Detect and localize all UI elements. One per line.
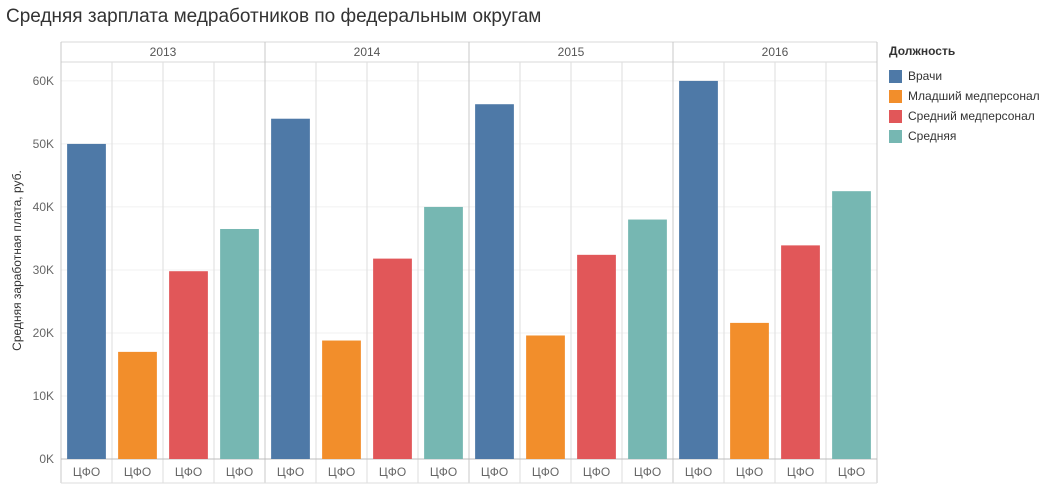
category-label: ЦФО — [277, 465, 304, 479]
legend-item-average[interactable]: Средняя — [889, 126, 1040, 146]
bar — [628, 219, 667, 459]
category-label: ЦФО — [175, 465, 202, 479]
y-tick-label: 10K — [33, 389, 54, 403]
legend-item-mid-staff[interactable]: Средний медперсонал — [889, 106, 1040, 126]
chart-title: Средняя зарплата медработников по федера… — [6, 6, 542, 27]
category-label: ЦФО — [583, 465, 610, 479]
category-label: ЦФО — [328, 465, 355, 479]
category-label: ЦФО — [838, 465, 865, 479]
y-tick-label: 20K — [33, 326, 54, 340]
category-label: ЦФО — [73, 465, 100, 479]
legend-swatch — [889, 109, 902, 123]
year-header: 2013 — [150, 45, 177, 59]
bar — [322, 340, 361, 459]
bar — [730, 322, 769, 459]
bar — [271, 118, 310, 459]
category-label: ЦФО — [685, 465, 712, 479]
bar — [475, 104, 514, 459]
year-header: 2015 — [558, 45, 585, 59]
legend-item-junior-staff[interactable]: Младший медперсонал — [889, 86, 1040, 106]
bar — [832, 191, 871, 459]
category-label: ЦФО — [532, 465, 559, 479]
legend-swatch — [889, 69, 902, 83]
legend-label: Средний медперсонал — [908, 109, 1035, 123]
legend[interactable]: Должность Врачи Младший медперсонал Сред… — [889, 44, 1040, 146]
bar — [781, 245, 820, 459]
bar — [220, 228, 259, 459]
legend-label: Врачи — [908, 69, 943, 83]
bar — [373, 258, 412, 459]
y-tick-label: 50K — [33, 137, 54, 151]
category-label: ЦФО — [481, 465, 508, 479]
bar — [526, 335, 565, 459]
bar — [577, 254, 616, 459]
category-label: ЦФО — [430, 465, 457, 479]
legend-label: Средняя — [908, 129, 957, 143]
year-header: 2016 — [762, 45, 789, 59]
y-tick-label: 60K — [33, 74, 54, 88]
category-label: ЦФО — [226, 465, 253, 479]
legend-item-doctors[interactable]: Врачи — [889, 66, 1040, 86]
legend-swatch — [889, 129, 902, 143]
legend-label: Младший медперсонал — [908, 89, 1040, 103]
legend-title: Должность — [889, 44, 956, 58]
category-label: ЦФО — [379, 465, 406, 479]
bar — [424, 206, 463, 459]
legend-swatch — [889, 89, 902, 103]
y-tick-label: 30K — [33, 263, 54, 277]
bar — [67, 143, 106, 459]
category-label: ЦФО — [124, 465, 151, 479]
bar — [169, 271, 208, 459]
y-tick-label: 40K — [33, 200, 54, 214]
bar — [118, 351, 157, 459]
year-header: 2014 — [354, 45, 381, 59]
category-label: ЦФО — [787, 465, 814, 479]
bar — [679, 80, 718, 460]
y-tick-label: 0K — [39, 452, 54, 466]
y-axis-label: Средняя заработная плата, руб. — [10, 170, 24, 351]
category-label: ЦФО — [634, 465, 661, 479]
category-label: ЦФО — [736, 465, 763, 479]
